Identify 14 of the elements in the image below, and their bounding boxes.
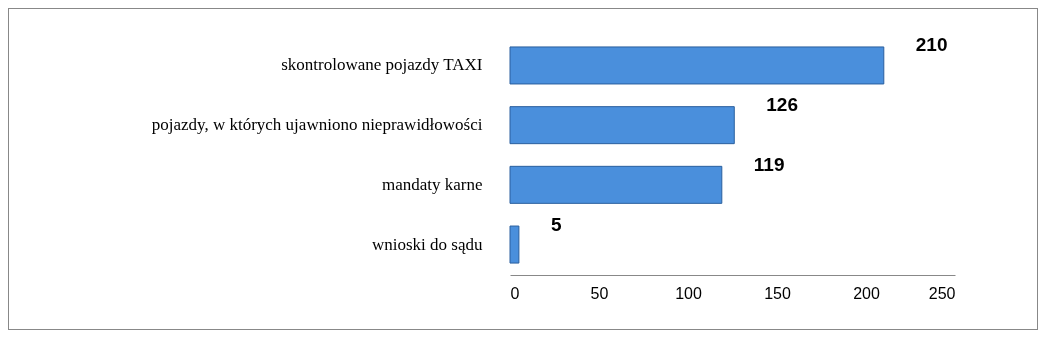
y-tick-label: mandaty karne <box>381 174 483 194</box>
x-tick-label: 50 <box>590 284 609 302</box>
data-label: 210 <box>915 34 948 56</box>
x-tick-label: 100 <box>675 284 702 302</box>
y-tick-label: pojazdy, w których ujawniono nieprawidłowości <box>151 115 483 135</box>
x-tick-label: 0 <box>510 284 520 302</box>
x-tick-label: 150 <box>764 284 791 302</box>
y-tick-label: skontrolowane pojazdy TAXI <box>281 55 483 75</box>
data-label: 5 <box>550 213 562 235</box>
x-tick-label: 200 <box>853 284 880 302</box>
x-tick-label: 250 <box>928 284 956 302</box>
y-tick-label: wnioski do sądu <box>372 234 483 254</box>
data-label: 126 <box>766 94 798 116</box>
data-label: 119 <box>753 153 785 175</box>
